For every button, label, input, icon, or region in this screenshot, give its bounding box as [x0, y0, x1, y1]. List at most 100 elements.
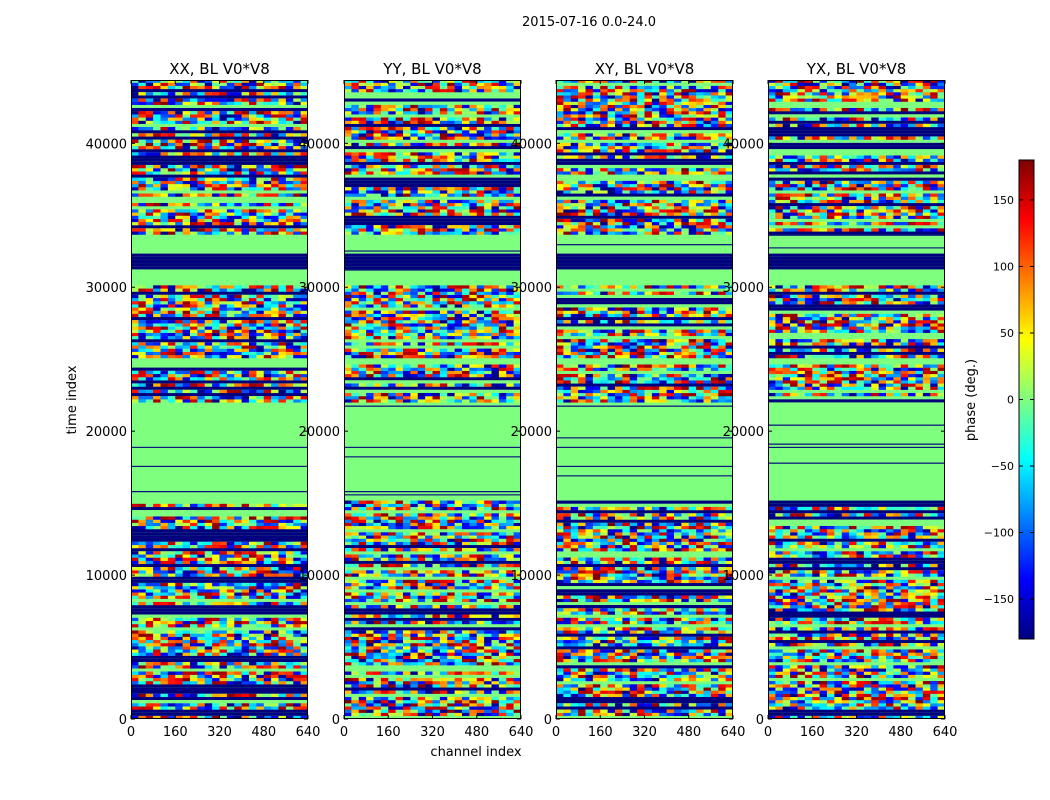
- phase-cell: [476, 500, 485, 504]
- phase-cell: [190, 646, 198, 650]
- phase-cell: [190, 677, 198, 682]
- phase-cell: [513, 506, 521, 511]
- phase-cell: [271, 567, 279, 571]
- phase-cell: [197, 111, 206, 115]
- phase-cell: [263, 525, 272, 530]
- phase-cell: [410, 348, 419, 352]
- phase-cell: [256, 221, 265, 226]
- phase-cell: [256, 624, 265, 628]
- phase-cell: [175, 92, 183, 96]
- phase-cell: [491, 516, 500, 520]
- phase-cell: [432, 310, 441, 314]
- phase-cell: [175, 399, 183, 403]
- phase-cell: [476, 570, 485, 574]
- phase-strip: [131, 475, 308, 479]
- phase-cell: [454, 506, 463, 511]
- phase-cell: [439, 662, 448, 666]
- phase-cell: [293, 677, 301, 682]
- phase-cell: [190, 221, 198, 226]
- phase-cell: [469, 294, 478, 299]
- phase-cell: [373, 516, 382, 520]
- phase-cell: [219, 297, 228, 302]
- phase-cell: [462, 582, 470, 587]
- phase-cell: [498, 516, 507, 520]
- phase-cell: [432, 373, 441, 378]
- phase-cell: [182, 681, 191, 685]
- phase-cell: [403, 190, 411, 194]
- phase-cell: [469, 373, 478, 378]
- phase-cell: [271, 345, 279, 349]
- phase-cell: [447, 206, 455, 210]
- phase-cell: [197, 142, 206, 147]
- phase-cell: [484, 225, 492, 229]
- phase-cell: [403, 392, 411, 397]
- phase-cell: [190, 183, 198, 188]
- phase-cell: [410, 329, 419, 333]
- phase-cell: [425, 703, 433, 707]
- phase-cell: [190, 139, 198, 143]
- phase-cell: [263, 636, 272, 641]
- phase-cell: [197, 168, 206, 172]
- phase-cell: [476, 304, 485, 308]
- phase-cell: [351, 342, 360, 346]
- phase-cell: [175, 342, 183, 346]
- phase-cell: [358, 316, 367, 321]
- phase-cell: [167, 373, 176, 378]
- phase-cell: [263, 383, 272, 387]
- phase-cell: [439, 332, 448, 337]
- phase-cell: [241, 304, 250, 308]
- phase-cell: [344, 304, 352, 308]
- phase-cell: [366, 696, 374, 701]
- phase-cell: [234, 373, 242, 378]
- phase-cell: [190, 297, 198, 302]
- phase-cell: [366, 548, 374, 552]
- phase-cell: [351, 649, 360, 653]
- phase-cell: [212, 171, 220, 175]
- phase-cell: [366, 516, 374, 520]
- phase-cell: [469, 677, 478, 682]
- phase-cell: [373, 573, 382, 577]
- phase-cell: [417, 364, 426, 368]
- phase-cell: [256, 92, 265, 96]
- phase-cell: [425, 614, 433, 618]
- phase-cell: [234, 522, 242, 527]
- phase-cell: [226, 589, 235, 593]
- phase-cell: [506, 538, 514, 542]
- phase-strip: [131, 247, 308, 251]
- phase-cell: [373, 671, 382, 675]
- phase-cell: [293, 519, 301, 523]
- phase-cell: [167, 180, 176, 185]
- phase-cell: [212, 335, 220, 340]
- phase-cell: [469, 364, 478, 368]
- phase-cell: [403, 579, 411, 584]
- phase-cell: [190, 519, 198, 523]
- phase-cell: [219, 522, 228, 527]
- phase-cell: [417, 649, 426, 653]
- phase-cell: [417, 706, 426, 710]
- phase-cell: [212, 320, 220, 324]
- phase-cell: [300, 114, 308, 118]
- phase-cell: [506, 620, 514, 625]
- phase-cell: [410, 133, 419, 137]
- phase-cell: [417, 367, 426, 371]
- phase-cell: [175, 595, 183, 599]
- phase-strip: [131, 449, 308, 454]
- phase-cell: [167, 541, 176, 546]
- phase-cell: [300, 221, 308, 226]
- phase-cell: [417, 320, 426, 324]
- phase-cell: [153, 544, 161, 549]
- flag-strip: [131, 316, 308, 321]
- phase-cell: [293, 525, 301, 530]
- phase-cell: [241, 120, 250, 124]
- phase-cell: [403, 586, 411, 590]
- phase-cell: [212, 601, 220, 606]
- phase-cell: [395, 342, 404, 346]
- phase-cell: [484, 155, 492, 159]
- phase-cell: [366, 193, 374, 197]
- phase-cell: [212, 503, 220, 508]
- phase-cell: [344, 649, 352, 653]
- phase-cell: [417, 503, 426, 508]
- phase-cell: [513, 658, 521, 663]
- phase-cell: [469, 348, 478, 352]
- phase-cell: [160, 671, 169, 675]
